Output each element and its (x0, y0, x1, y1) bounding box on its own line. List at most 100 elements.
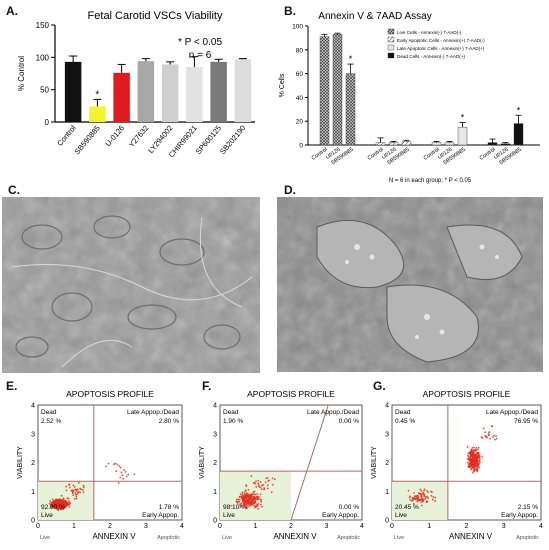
flow-event-dot (82, 484, 85, 487)
flow-event-dot (57, 507, 60, 510)
flow-event-dot (60, 494, 63, 497)
flow-event-dot (62, 504, 64, 507)
flow-event-dot (239, 493, 242, 496)
flow-event-dot (55, 506, 58, 509)
flow-y-label: VIABILITY (199, 446, 206, 479)
flow-event-dot (477, 446, 480, 449)
flow-event-dot (495, 435, 497, 438)
flow-y-tick-label: 1 (213, 489, 217, 496)
flow-event-dot (79, 491, 82, 494)
panel-label-g: G. (373, 379, 386, 393)
flow-event-dot (238, 501, 241, 503)
flow-event-dot (259, 503, 262, 506)
flow-event-dot (493, 434, 496, 437)
chart-a-bar (234, 59, 252, 122)
flow-event-dot (477, 462, 480, 465)
flow-quadrant-live-pct: 98.10 % (223, 504, 247, 511)
flow-event-dot (235, 498, 238, 501)
flow-event-dot (115, 470, 118, 473)
flow-event-dot (244, 499, 246, 502)
flow-event-dot (57, 509, 60, 512)
flow-event-dot (257, 482, 260, 485)
flow-event-dot (256, 503, 258, 506)
flow-event-dot (243, 504, 245, 507)
flow-event-dot (251, 496, 254, 498)
flow-event-dot (479, 458, 481, 460)
flow-event-dot (488, 431, 491, 433)
flow-event-dot (55, 503, 58, 505)
flow-event-dot (248, 500, 251, 503)
flow-event-dot (470, 450, 473, 453)
flow-axis-apoptotic-label: Apoptotic (516, 535, 539, 541)
flow-event-dot (266, 487, 269, 490)
chart-b-footnote: N = 6 in each group; * P < 0.05 (389, 178, 472, 184)
flow-event-dot (486, 436, 488, 439)
flow-event-dot (119, 466, 122, 469)
flow-event-dot (426, 500, 429, 503)
flow-event-dot (265, 477, 268, 480)
flow-event-dot (427, 491, 429, 494)
chart-b-bar (319, 36, 330, 146)
flow-event-dot (230, 504, 233, 507)
flow-event-dot (248, 505, 250, 508)
flow-event-dot (105, 465, 107, 468)
flow-event-dot (471, 471, 474, 474)
flow-event-dot (117, 482, 120, 484)
flow-y-tick-label: 1 (31, 489, 35, 496)
chart-b-y-tick-label: 100 (292, 24, 303, 31)
flow-event-dot (474, 461, 477, 464)
flow-event-dot (262, 483, 265, 486)
flow-event-dot (133, 473, 136, 476)
flow-event-dot (127, 473, 130, 476)
flow-event-dot (257, 484, 260, 487)
flow-event-dot (254, 493, 257, 496)
flow-event-dot (423, 489, 426, 492)
flow-quadrant-late: Late Appop./Dead (307, 409, 359, 416)
flow-event-dot (255, 485, 258, 488)
chart-b-bar (431, 142, 442, 146)
flow-x-tick-label: 3 (325, 523, 329, 530)
flow-event-dot (407, 489, 410, 492)
flow-event-dot (481, 436, 484, 439)
flow-y-tick-label: 2 (385, 460, 389, 467)
chart-b-title: Annexin V & 7AAD Assay (318, 11, 431, 22)
flow-event-dot (75, 489, 78, 492)
flow-event-dot (434, 496, 437, 499)
flow-x-tick-label: 0 (390, 523, 394, 530)
flow-event-dot (54, 503, 56, 506)
flow-quadrant-dead: Dead (223, 409, 239, 416)
flow-event-dot (70, 489, 73, 492)
flow-quadrant-dead: Dead (41, 409, 57, 416)
flow-x-tick-label: 2 (289, 523, 293, 530)
chart-b-y-label: % Cells (279, 73, 286, 97)
chart-b-y-tick-label: 0 (299, 143, 303, 150)
flow-event-dot (82, 486, 85, 489)
flow-event-dot (75, 497, 78, 500)
flow-event-dot (248, 497, 251, 500)
flow-quadrant-late-pct: 76.95 % (514, 418, 538, 425)
flow-event-dot (475, 464, 478, 467)
flow-event-dot (260, 498, 262, 501)
flow-event-dot (72, 494, 75, 497)
flow-event-dot (484, 435, 487, 438)
flow-events (407, 425, 498, 507)
chart-b-legend-label: Live Cells - Annexin(-) 7-AAD(-) (397, 30, 462, 35)
flow-event-dot (416, 497, 419, 500)
flow-quadrant-live: Live (41, 512, 53, 519)
flow-event-dot (245, 493, 247, 496)
flow-event-dot (476, 457, 479, 459)
flow-event-dot (259, 493, 262, 496)
chart-a-viability: Fetal Carotid VSCs Viability 0 50 100 150 % C… (17, 10, 255, 159)
flow-event-dot (478, 455, 481, 458)
flow-event-dot (413, 496, 416, 499)
flow-event-dot (473, 454, 476, 457)
flow-event-dot (52, 500, 55, 502)
flow-event-dot (475, 453, 477, 455)
flow-event-dot (475, 446, 478, 449)
flow-quadrant-early: Early Appop. (322, 512, 359, 519)
flow-y-tick-label: 2 (213, 460, 217, 467)
flow-event-dot (418, 493, 421, 495)
chart-b-bar (513, 123, 524, 146)
flow-event-dot (258, 485, 261, 488)
flow-event-dot (240, 502, 243, 505)
